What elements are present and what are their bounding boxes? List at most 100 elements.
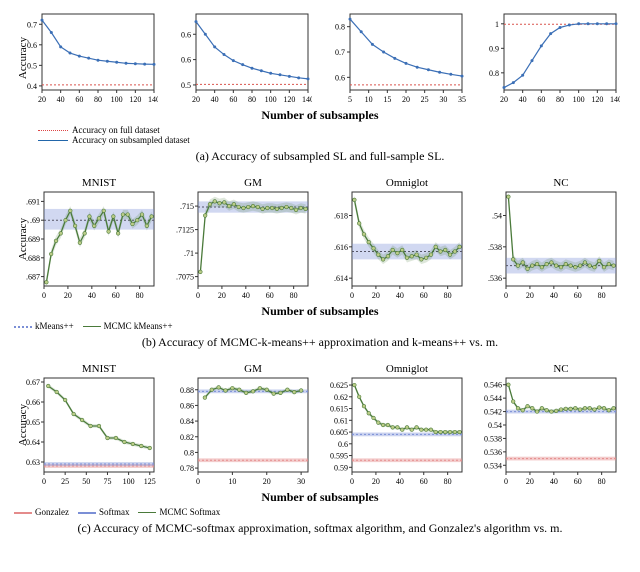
svg-text:0: 0 [42, 291, 46, 300]
svg-text:20: 20 [263, 477, 271, 486]
svg-text:0: 0 [504, 291, 508, 300]
row-c: AccuracyMNIST0.630.640.650.660.670255075… [8, 360, 632, 490]
svg-text:0.544: 0.544 [484, 394, 502, 403]
panel-a-1: 0.50.60.620406080100120140 [162, 8, 312, 108]
svg-text:10: 10 [228, 477, 236, 486]
svg-text:.69: .69 [30, 216, 40, 225]
svg-text:100: 100 [111, 95, 123, 104]
svg-text:0.59: 0.59 [334, 463, 348, 472]
svg-text:80: 80 [248, 95, 256, 104]
svg-text:0.7: 0.7 [335, 48, 345, 57]
svg-text:0.534: 0.534 [484, 461, 502, 470]
svg-text:0.538: 0.538 [484, 434, 502, 443]
svg-text:MNIST: MNIST [82, 363, 117, 375]
svg-text:0.542: 0.542 [484, 408, 502, 417]
svg-text:100: 100 [123, 477, 135, 486]
svg-text:Omniglot: Omniglot [386, 363, 428, 375]
svg-text:60: 60 [574, 291, 582, 300]
svg-text:.616: .616 [334, 243, 348, 252]
legend-a: Accuracy on full dataset Accuracy on sub… [38, 125, 632, 145]
legend-kmeans: kMeans++ [35, 321, 74, 331]
svg-text:20: 20 [372, 291, 380, 300]
svg-text:25: 25 [421, 95, 429, 104]
caption-b: (b) Accuracy of MCMC-k-means++ approxima… [8, 335, 632, 350]
svg-text:60: 60 [75, 95, 83, 104]
svg-text:0.86: 0.86 [180, 401, 194, 410]
svg-text:40: 40 [88, 291, 96, 300]
svg-text:80: 80 [598, 477, 606, 486]
panel-b-0: AccuracyMNIST.687.688.689.69.69102040608… [8, 174, 158, 304]
svg-text:60: 60 [112, 291, 120, 300]
svg-text:Omniglot: Omniglot [386, 177, 428, 189]
svg-text:0.605: 0.605 [330, 428, 348, 437]
caption-a: (a) Accuracy of subsampled SL and full-s… [8, 149, 632, 164]
svg-text:0.78: 0.78 [180, 464, 194, 473]
svg-text:GM: GM [244, 363, 262, 375]
panel-b-2: Omniglot.614.616.618020406080 [316, 174, 466, 304]
svg-text:0.9: 0.9 [489, 44, 499, 53]
svg-text:0.62: 0.62 [334, 393, 348, 402]
legend-full: Accuracy on full dataset [72, 125, 160, 135]
svg-text:0.595: 0.595 [330, 452, 348, 461]
svg-text:80: 80 [136, 291, 144, 300]
panel-b-1: GM.7075.71.7125.715020406080 [162, 174, 312, 304]
svg-text:GM: GM [244, 177, 262, 189]
svg-text:50: 50 [82, 477, 90, 486]
svg-text:0: 0 [196, 291, 200, 300]
svg-text:0.4: 0.4 [27, 82, 37, 91]
svg-text:60: 60 [420, 291, 428, 300]
svg-text:20: 20 [526, 477, 534, 486]
svg-text:0: 0 [350, 291, 354, 300]
panel-c-1: GM0.780.80.820.840.860.880102030 [162, 360, 312, 490]
svg-text:.71: .71 [184, 249, 194, 258]
svg-text:0.63: 0.63 [26, 458, 40, 467]
svg-text:0.88: 0.88 [180, 386, 194, 395]
svg-text:0.536: 0.536 [484, 448, 502, 457]
svg-text:100: 100 [573, 95, 585, 104]
svg-text:.691: .691 [26, 197, 40, 206]
legend-sub: Accuracy on subsampled dataset [72, 135, 190, 145]
svg-text:80: 80 [444, 477, 452, 486]
svg-text:30: 30 [439, 95, 447, 104]
panel-b-3: NC.536.538.54020406080 [470, 174, 620, 304]
row-b: AccuracyMNIST.687.688.689.69.69102040608… [8, 174, 632, 304]
svg-text:120: 120 [129, 95, 141, 104]
svg-text:40: 40 [211, 95, 219, 104]
caption-c: (c) Accuracy of MCMC-softmax approximati… [8, 521, 632, 536]
svg-text:60: 60 [229, 95, 237, 104]
svg-text:0.6: 0.6 [181, 56, 191, 65]
ylabel: Accuracy [17, 404, 29, 446]
svg-text:0.546: 0.546 [484, 381, 502, 390]
svg-text:0.61: 0.61 [334, 416, 348, 425]
svg-text:0.5: 0.5 [181, 81, 191, 90]
panel-c-0: AccuracyMNIST0.630.640.650.660.670255075… [8, 360, 158, 490]
svg-text:NC: NC [553, 363, 568, 375]
svg-text:80: 80 [556, 95, 564, 104]
svg-text:MNIST: MNIST [82, 177, 117, 189]
svg-text:15: 15 [383, 95, 391, 104]
svg-text:0.54: 0.54 [488, 421, 502, 430]
svg-text:80: 80 [444, 291, 452, 300]
svg-text:.536: .536 [488, 274, 502, 283]
legend-c: Gonzalez Softmax MCMC Softmax [14, 507, 632, 517]
svg-text:0.8: 0.8 [184, 448, 194, 457]
svg-text:125: 125 [144, 477, 156, 486]
panel-c-3: NC0.5340.5360.5380.540.5420.5440.5460204… [470, 360, 620, 490]
svg-text:20: 20 [64, 291, 72, 300]
panel-a-2: 0.60.70.85101520253035 [316, 8, 466, 108]
svg-text:0.625: 0.625 [330, 381, 348, 390]
svg-text:20: 20 [372, 477, 380, 486]
xlabel-a: Number of subsamples [8, 108, 632, 123]
svg-text:0.615: 0.615 [330, 405, 348, 414]
svg-text:140: 140 [302, 95, 312, 104]
svg-text:40: 40 [396, 477, 404, 486]
svg-text:NC: NC [553, 177, 568, 189]
row-a: Accuracy0.40.50.60.7204060801001201400.5… [8, 8, 632, 108]
svg-text:1: 1 [495, 20, 499, 29]
svg-text:60: 60 [574, 477, 582, 486]
svg-text:40: 40 [519, 95, 527, 104]
svg-text:80: 80 [598, 291, 606, 300]
legend-gonzalez: Gonzalez [35, 507, 69, 517]
panel-a-0: Accuracy0.40.50.60.720406080100120140 [8, 8, 158, 108]
svg-text:20: 20 [526, 291, 534, 300]
